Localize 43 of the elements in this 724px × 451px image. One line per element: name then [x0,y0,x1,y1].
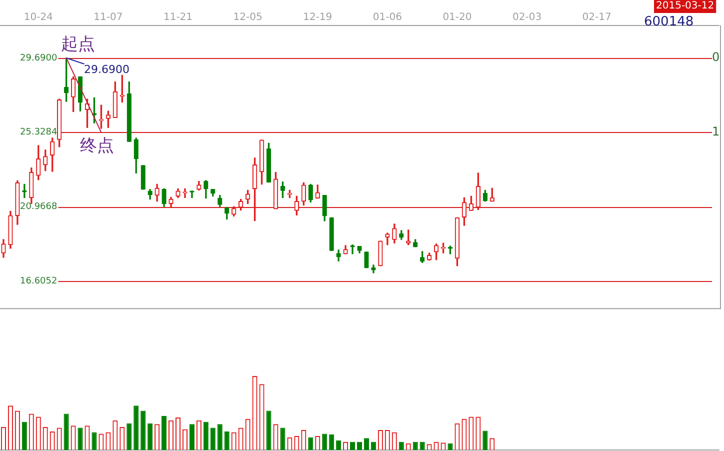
y-tick-label: 16.6052 [20,276,58,287]
x-tick-label: 11-07 [94,12,123,23]
bar [162,416,167,450]
x-tick-label: 02-03 [512,12,542,23]
bar [78,428,83,450]
bar [322,434,328,450]
bar [329,434,334,450]
bar [266,410,272,450]
bar [280,428,286,450]
bar [126,423,132,450]
bar [134,406,139,450]
bar [308,437,314,450]
bar [203,422,208,450]
annotation: 起点 [61,34,95,54]
x-tick-label: 10-24 [24,12,53,23]
x-tick-label: 11-21 [163,12,193,23]
bar [224,432,230,450]
annotation: 0 [712,50,720,64]
bar [336,440,342,450]
x-tick-label: 12-05 [233,12,262,23]
bar [482,430,488,450]
x-tick-label: 02-17 [582,12,612,23]
x-tick-label: 01-06 [372,12,402,23]
bar [148,423,153,450]
y-tick-label: 20.9668 [20,202,58,212]
bar [364,438,369,450]
y-tick-label: 29.6900 [20,53,58,64]
bar [189,424,194,450]
x-tick-label: 01-20 [442,12,472,23]
bar [92,432,97,450]
annotation: 1 [712,124,720,139]
bar [210,428,216,450]
bar [140,410,146,450]
bar [22,422,27,450]
candlestick [182,188,188,198]
text: 2015-03-12 [656,0,714,12]
annotation: 29.6900 [84,62,130,76]
x-tick-label: 12-19 [303,12,332,23]
annotation: 终点 [80,136,114,156]
y-tick-label: 25.3284 [20,128,58,138]
bar [217,424,222,450]
bar [64,414,69,450]
annotation: 600148 [644,14,694,30]
